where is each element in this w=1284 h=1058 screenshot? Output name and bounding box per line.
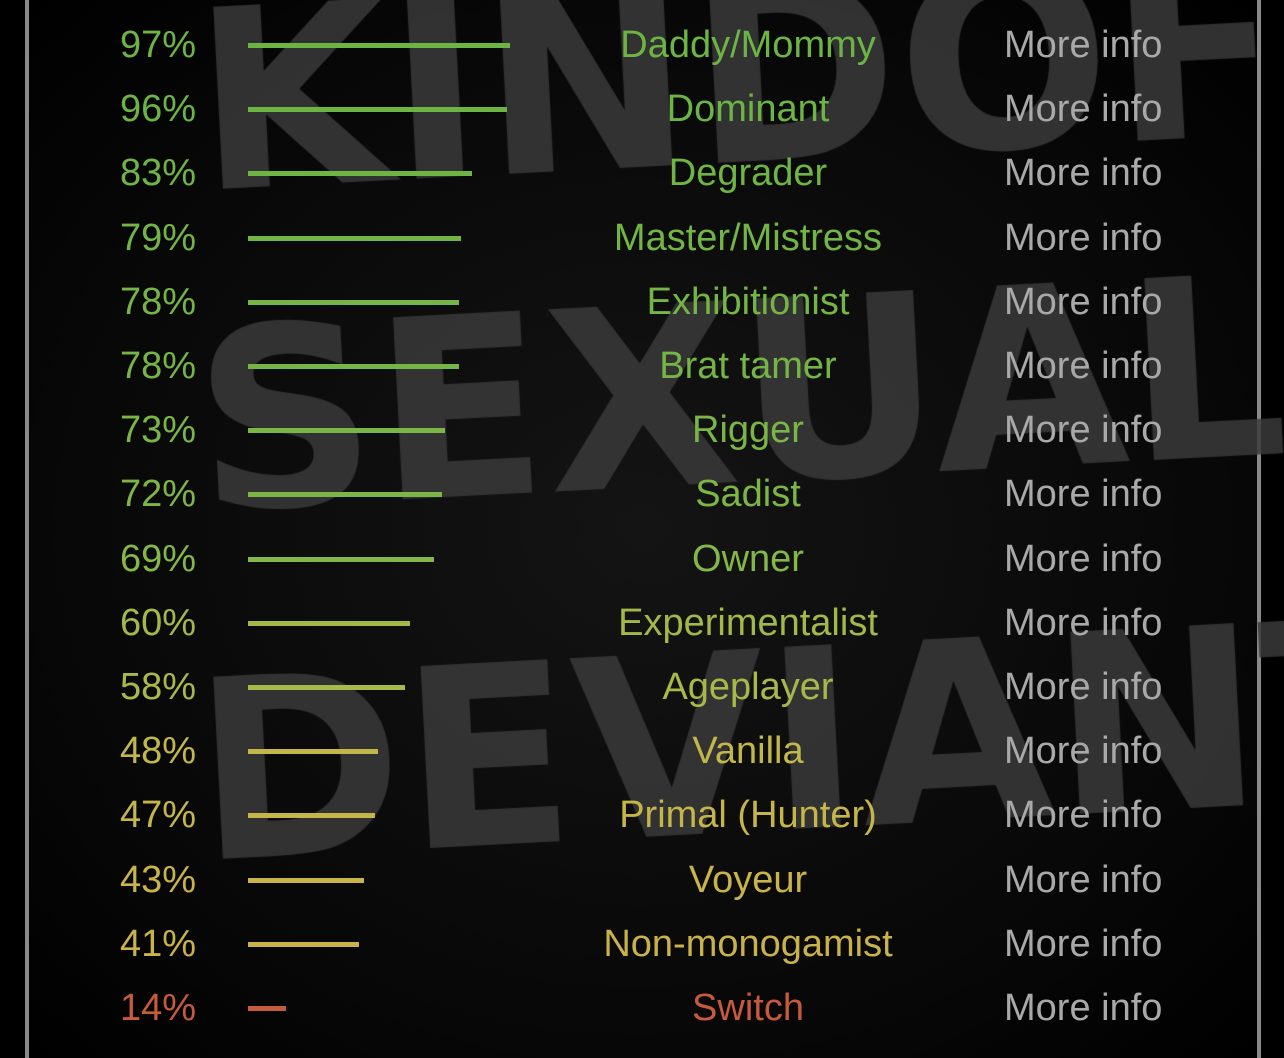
result-name[interactable]: Primal (Hunter) [619,794,877,837]
result-name[interactable]: Daddy/Mommy [620,24,876,66]
result-row: 14% Switch More info [0,977,1284,1041]
result-row: 58% Ageplayer More info [0,656,1284,720]
more-info-link[interactable]: More info [1004,24,1163,66]
result-percent: 43% [119,858,196,901]
result-name[interactable]: Degrader [668,152,828,195]
result-row: 72% Sadist More info [0,463,1284,527]
result-row: 48% Vanilla More info [0,720,1284,784]
result-bar [248,107,508,113]
result-percent: 96% [119,88,196,131]
result-percent: 47% [119,794,196,837]
result-name[interactable]: Brat tamer [659,345,837,387]
result-bar [248,428,446,434]
result-name[interactable]: Switch [692,987,804,1029]
result-percent: 83% [119,152,196,195]
more-info-link[interactable]: More info [1004,666,1163,708]
result-row: 97% Daddy/Mommy More info [0,14,1284,78]
result-percent: 78% [119,280,196,323]
more-info-link[interactable]: More info [1004,473,1163,516]
result-bar [248,171,473,177]
result-row: 41% Non-monogamist More info [0,913,1284,977]
more-info-link[interactable]: More info [1004,152,1163,195]
result-row: 43% Voyeur More info [0,849,1284,913]
result-row: 73% Rigger More info [0,399,1284,463]
result-bar [248,813,375,819]
result-name[interactable]: Experimentalist [618,601,878,644]
result-name[interactable]: Exhibitionist [646,280,850,323]
result-percent: 60% [119,601,196,644]
result-bar [248,685,405,690]
result-bar [248,556,435,562]
result-bar [248,1006,286,1011]
result-row: 60% Experimentalist More info [0,592,1284,656]
more-info-link[interactable]: More info [1004,345,1163,387]
result-bar [248,364,459,369]
more-info-link[interactable]: More info [1004,601,1163,644]
result-row: 96% Dominant More info [0,78,1284,142]
more-info-link[interactable]: More info [1004,730,1163,773]
result-name[interactable]: Ageplayer [662,666,834,708]
result-row: 78% Brat tamer More info [0,335,1284,399]
result-percent: 58% [119,666,196,708]
result-percent: 14% [119,987,196,1029]
result-row: 83% Degrader More info [0,142,1284,206]
result-bar [248,299,459,305]
result-percent: 97% [119,24,196,66]
result-percent: 41% [119,922,196,965]
result-name[interactable]: Rigger [692,409,804,452]
result-bar [248,620,410,626]
more-info-link[interactable]: More info [1004,794,1163,837]
result-percent: 79% [119,216,196,259]
more-info-link[interactable]: More info [1004,88,1163,131]
result-name[interactable]: Non-monogamist [603,922,893,965]
result-bar [248,877,365,883]
result-percent: 78% [119,345,196,387]
result-row: 78% Exhibitionist More info [0,271,1284,335]
more-info-link[interactable]: More info [1004,409,1163,452]
result-name[interactable]: Voyeur [688,858,808,901]
result-percent: 73% [119,409,196,452]
result-percent: 69% [119,537,196,580]
result-name[interactable]: Owner [692,537,804,580]
more-info-link[interactable]: More info [1004,280,1163,323]
result-bar [248,941,359,947]
result-bar [248,492,443,498]
result-row: 47% Primal (Hunter) More info [0,784,1284,848]
more-info-link[interactable]: More info [1004,922,1163,965]
more-info-link[interactable]: More info [1004,987,1163,1029]
more-info-link[interactable]: More info [1004,537,1163,580]
result-percent: 72% [119,473,196,516]
result-bar [248,235,462,241]
result-bar [248,749,378,755]
result-name[interactable]: Vanilla [692,730,804,773]
more-info-link[interactable]: More info [1004,858,1163,901]
result-name[interactable]: Sadist [695,473,801,516]
result-row: 69% Owner More info [0,528,1284,592]
result-percent: 48% [119,730,196,773]
more-info-link[interactable]: More info [1004,216,1163,259]
result-name[interactable]: Dominant [666,88,830,131]
result-bar [248,43,510,48]
result-row: 79% Master/Mistress More info [0,207,1284,271]
result-name[interactable]: Master/Mistress [613,216,883,259]
